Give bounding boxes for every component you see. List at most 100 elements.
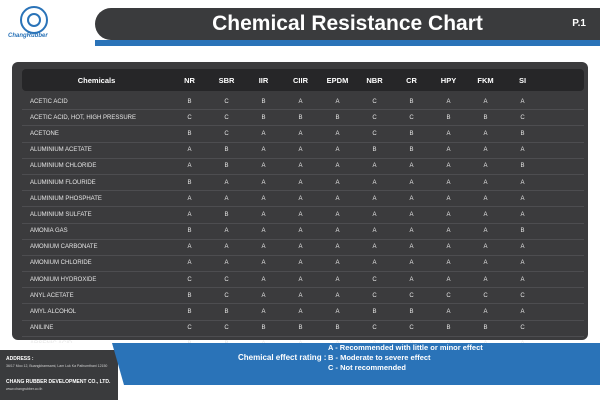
rating-cell: A <box>261 163 266 170</box>
chemical-name: ACETIC ACID <box>30 98 68 105</box>
rating-cell: A <box>446 211 451 218</box>
rating-cell: C <box>520 325 525 332</box>
rating-cell: A <box>446 195 451 202</box>
rating-cell: A <box>224 228 229 235</box>
table-row: ALUMINIUM FLOURIDE B A A A A A A A A A <box>22 175 584 192</box>
rating-cell: A <box>335 163 340 170</box>
rating-cell: A <box>520 276 525 283</box>
rating-item-a: A - Recommended with little or minor eff… <box>328 343 483 352</box>
rating-cell: B <box>520 228 525 235</box>
rating-cell: A <box>187 147 192 154</box>
rating-cell: C <box>372 114 377 121</box>
rating-cell: A <box>446 147 451 154</box>
rating-cell: A <box>446 276 451 283</box>
rating-cell: A <box>298 195 303 202</box>
chemical-name: ALUMINIUM FLOURIDE <box>30 179 96 186</box>
rating-cell: A <box>298 179 303 186</box>
rating-cell: B <box>261 114 266 121</box>
rating-cell: B <box>335 325 340 332</box>
rating-cell: A <box>372 163 377 170</box>
rating-cell: A <box>483 130 488 137</box>
rating-cell: A <box>298 244 303 251</box>
rating-cell: A <box>298 98 303 105</box>
rating-cell: A <box>520 260 525 267</box>
table-row: AMYL ALCOHOL B B A A A B B A A A <box>22 304 584 321</box>
rating-cell: A <box>409 228 414 235</box>
rating-cell: A <box>409 211 414 218</box>
rating-cell: C <box>446 292 451 299</box>
rating-cell: A <box>224 195 229 202</box>
website-link[interactable]: www.changrubber.co.th <box>6 387 43 391</box>
rating-cell: C <box>224 130 229 137</box>
rating-cell: C <box>372 292 377 299</box>
rating-cell: A <box>261 195 266 202</box>
rating-cell: A <box>446 98 451 105</box>
rating-cell: A <box>335 292 340 299</box>
rating-cell: B <box>372 147 377 154</box>
rating-cell: B <box>298 325 303 332</box>
rating-cell: B <box>520 130 525 137</box>
column-header: FKM <box>477 75 494 85</box>
rating-cell: B <box>187 98 192 105</box>
address-label: ADDRESS : <box>6 356 34 362</box>
chemical-name: AMYL ALCOHOL <box>30 309 77 316</box>
rating-cell: B <box>261 325 266 332</box>
rating-cell: A <box>298 292 303 299</box>
rating-cell: C <box>224 292 229 299</box>
column-header: SBR <box>218 75 235 85</box>
rating-cell: A <box>483 260 488 267</box>
rating-cell: A <box>446 179 451 186</box>
rating-cell: A <box>335 195 340 202</box>
rating-cell: C <box>224 276 229 283</box>
rating-cell: B <box>224 309 229 316</box>
rating-cell: B <box>446 325 451 332</box>
rating-cell: A <box>483 98 488 105</box>
rating-cell: A <box>187 211 192 218</box>
rating-cell: A <box>372 179 377 186</box>
rating-cell: B <box>187 228 192 235</box>
rating-cell: A <box>520 244 525 251</box>
column-header: CR <box>406 75 417 85</box>
rating-cell: A <box>446 244 451 251</box>
table-row: ACETIC ACID B C B A A C B A A A <box>22 94 584 111</box>
rating-cell: B <box>187 179 192 186</box>
rating-cell: A <box>520 309 525 316</box>
rating-cell: C <box>224 98 229 105</box>
rating-cell: C <box>224 114 229 121</box>
chemical-name: AMONIUM HYDROXIDE <box>30 276 97 283</box>
rating-cell: A <box>520 98 525 105</box>
table-header-row: Chemicals NR SBR IIR CIIR EPDM NBR CR HPY FKM SI <box>22 69 584 91</box>
rating-cell: A <box>298 276 303 283</box>
table-row: AMONIUM HYDROXIDE C C A A A C A A A A <box>22 272 584 289</box>
rating-cell: C <box>520 292 525 299</box>
rating-cell: B <box>298 114 303 121</box>
footer-rating-block <box>112 343 600 385</box>
chemical-name: AMONIA GAS <box>30 228 68 235</box>
rating-cell: A <box>261 276 266 283</box>
rating-cell: C <box>372 130 377 137</box>
rating-cell: A <box>298 309 303 316</box>
rating-cell: B <box>520 163 525 170</box>
rating-legend: A - Recommended with little or minor eff… <box>328 343 483 373</box>
rating-cell: B <box>372 309 377 316</box>
header: ChangRubber Chemical Resistance Chart P.… <box>0 0 600 52</box>
rating-cell: A <box>372 211 377 218</box>
column-header: NR <box>184 75 195 85</box>
rating-cell: B <box>187 130 192 137</box>
table-row: ANILINE C C B B B C C B B C <box>22 321 584 337</box>
rating-cell: C <box>187 325 192 332</box>
rating-cell: A <box>261 228 266 235</box>
rating-cell: A <box>446 130 451 137</box>
rating-cell: A <box>298 211 303 218</box>
rating-cell: C <box>409 292 414 299</box>
rating-cell: A <box>483 211 488 218</box>
rating-cell: A <box>483 276 488 283</box>
chemical-name: ANILINE <box>30 325 54 332</box>
rating-cell: A <box>187 260 192 267</box>
rating-cell: A <box>261 130 266 137</box>
table-row: AMONIA GAS B A A A A A A A A B <box>22 224 584 240</box>
rating-cell: A <box>335 211 340 218</box>
table-row: ALUMINIUM SULFATE A B A A A A A A A A <box>22 207 584 224</box>
rating-cell: B <box>335 114 340 121</box>
rating-cell: A <box>446 228 451 235</box>
